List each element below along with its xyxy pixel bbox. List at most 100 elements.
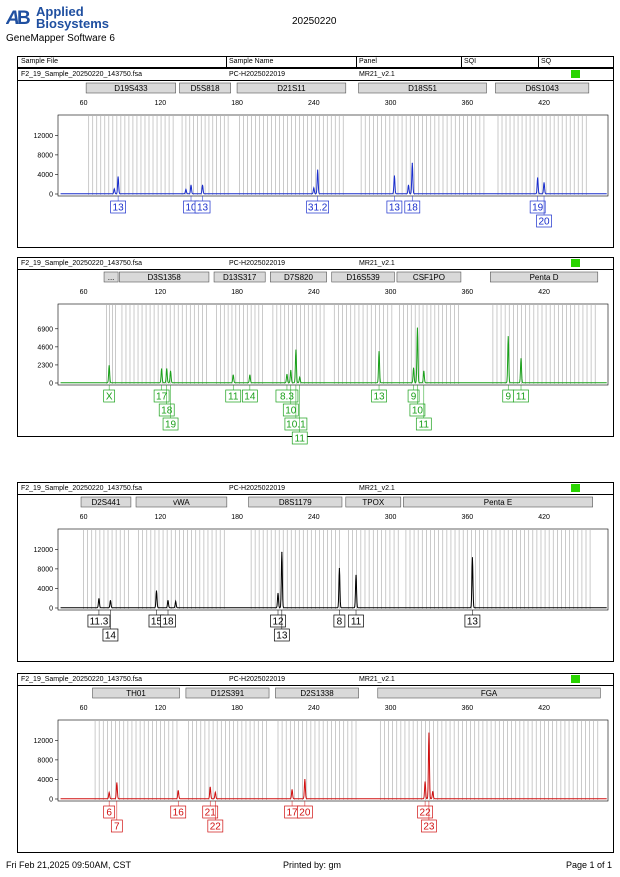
y-tick-label: 4000 bbox=[37, 777, 53, 784]
sample-name: PC-H2025022019 bbox=[229, 485, 286, 492]
x-tick-label: 60 bbox=[80, 289, 88, 296]
peak bbox=[232, 374, 234, 376]
allele-label: 11 bbox=[228, 392, 239, 403]
allele-call: 11 bbox=[415, 385, 432, 431]
marker-bin-d6s1043: D6S1043 bbox=[495, 82, 590, 94]
allele-call: 17 bbox=[153, 385, 170, 403]
marker-bin-d8s1179: D8S1179 bbox=[248, 496, 343, 508]
peak bbox=[378, 351, 380, 353]
peak bbox=[155, 590, 157, 592]
y-tick-label: 0 bbox=[49, 381, 53, 388]
allele-call: 10 bbox=[282, 385, 299, 417]
allele-label: 31.2 bbox=[308, 203, 328, 214]
allele-label: 13 bbox=[276, 631, 288, 642]
x-tick-label: 240 bbox=[308, 100, 320, 107]
allele-label: 19 bbox=[532, 203, 544, 214]
sample-file: F2_19_Sample_20250220_143750.fsa bbox=[21, 485, 143, 492]
x-tick-label: 240 bbox=[308, 705, 320, 712]
x-tick-label: 120 bbox=[154, 514, 166, 521]
marker-label: TPOX bbox=[362, 498, 384, 507]
allele-label: 13 bbox=[389, 203, 401, 214]
peak bbox=[249, 374, 251, 376]
allele-label: 17 bbox=[156, 392, 168, 403]
peak bbox=[304, 778, 306, 780]
allele-call: 20 bbox=[536, 196, 552, 228]
x-tick-label: 300 bbox=[385, 289, 397, 296]
allele-label: 22 bbox=[210, 822, 222, 833]
sample-file: F2_19_Sample_20250220_143750.fsa bbox=[21, 260, 143, 267]
x-tick-label: 300 bbox=[385, 514, 397, 521]
allele-label: 10 bbox=[185, 203, 197, 214]
peak bbox=[108, 365, 110, 367]
marker-label: D7S820 bbox=[284, 273, 313, 282]
x-tick-label: 300 bbox=[385, 100, 397, 107]
signal-trace bbox=[60, 327, 607, 384]
marker-label: vWA bbox=[173, 498, 190, 507]
allele-label: 18 bbox=[161, 406, 173, 417]
allele-label: 11.3 bbox=[90, 617, 109, 628]
allele-call: 11 bbox=[291, 385, 308, 445]
marker-bin-vwa: vWA bbox=[135, 496, 228, 508]
applied-biosystems-logo: A B Applied Biosystems bbox=[6, 5, 146, 35]
y-tick-label: 4600 bbox=[37, 344, 53, 351]
sample-file: F2_19_Sample_20250220_143750.fsa bbox=[21, 71, 143, 78]
peak bbox=[290, 369, 292, 371]
marker-bin-d3s1358: D3S1358 bbox=[119, 271, 210, 283]
peak bbox=[113, 188, 115, 190]
allele-call: 6 bbox=[103, 801, 116, 819]
peak bbox=[416, 327, 418, 329]
peak bbox=[428, 732, 430, 734]
allele-call: X bbox=[103, 385, 116, 403]
peak bbox=[411, 162, 413, 164]
brand-line2: Biosystems bbox=[36, 16, 109, 31]
y-tick-label: 12000 bbox=[34, 738, 54, 745]
panel-name: MR21_v2.1 bbox=[359, 71, 395, 78]
allele-label: 11 bbox=[351, 617, 362, 628]
peak bbox=[109, 600, 111, 602]
peak bbox=[537, 177, 539, 179]
quality-flag bbox=[571, 675, 580, 683]
signal-trace bbox=[60, 551, 607, 609]
x-tick-label: 120 bbox=[154, 705, 166, 712]
peak bbox=[209, 786, 211, 788]
column-panel: Panel bbox=[359, 58, 377, 65]
allele-call: 9 bbox=[407, 385, 420, 403]
x-tick-label: 360 bbox=[461, 100, 473, 107]
allele-label: 11 bbox=[419, 420, 430, 431]
marker-bin-d21s11: D21S11 bbox=[236, 82, 347, 94]
marker-label: D16S539 bbox=[346, 273, 380, 282]
marker-label: D13S317 bbox=[223, 273, 257, 282]
allele-label: 13 bbox=[197, 203, 209, 214]
panel-title-row: F2_19_Sample_20250220_143750.fsa PC-H202… bbox=[18, 674, 613, 686]
electropherogram-panel-red: F2_19_Sample_20250220_143750.fsa PC-H202… bbox=[17, 673, 614, 853]
allele-call: 14 bbox=[102, 610, 119, 642]
allele-call: 14 bbox=[242, 385, 258, 403]
peak bbox=[108, 792, 110, 794]
marker-bin-d16s539: D16S539 bbox=[331, 271, 395, 283]
electropherogram-plot: D2S441 vWA D8S1179 TPOX Penta E60 120 180 240 30… bbox=[34, 496, 609, 642]
y-tick-label: 0 bbox=[49, 797, 53, 804]
peak bbox=[295, 349, 297, 351]
electropherogram-panel-black: F2_19_Sample_20250220_143750.fsa PC-H202… bbox=[17, 482, 614, 662]
allele-call: 21 bbox=[202, 801, 219, 819]
allele-call: 10 bbox=[409, 385, 426, 417]
peak bbox=[286, 373, 288, 375]
allele-call: 18 bbox=[160, 610, 176, 628]
allele-call: 18 bbox=[404, 196, 421, 214]
plot-area bbox=[57, 303, 609, 386]
footer-page: Page 1 of 1 bbox=[566, 860, 613, 870]
footer-datetime: Fri Feb 21,2025 09:50AM, CST bbox=[6, 860, 132, 870]
peak bbox=[185, 189, 187, 191]
allele-call: 13 bbox=[386, 196, 403, 214]
allele-call: 22 bbox=[207, 801, 224, 833]
allele-label: 16 bbox=[173, 808, 185, 819]
allele-label: 7 bbox=[114, 822, 120, 833]
footer-printed-by: Printed by: gm bbox=[283, 860, 342, 870]
allele-label: 14 bbox=[244, 392, 256, 403]
allele-call: 7 bbox=[110, 801, 123, 833]
peak bbox=[175, 601, 177, 603]
electropherogram-panel-blue: F2_19_Sample_20250220_143750.fsa PC-H202… bbox=[17, 68, 614, 248]
column-sample-name: Sample Name bbox=[229, 58, 274, 65]
